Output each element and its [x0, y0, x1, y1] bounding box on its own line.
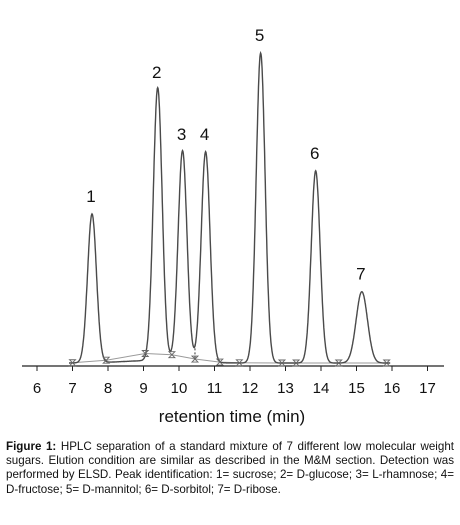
peak-label-2: 2: [152, 63, 161, 82]
integration-mark-3: [141, 350, 150, 357]
x-tick-label-17: 17: [419, 380, 436, 397]
integration-mark-7: [235, 359, 244, 367]
figure-caption: Figure 1: HPLC separation of a standard …: [6, 440, 454, 497]
x-tick-label-7: 7: [68, 380, 76, 397]
x-tick-label-9: 9: [139, 380, 147, 397]
x-tick-label-14: 14: [313, 380, 330, 397]
x-tick-label-16: 16: [384, 380, 401, 397]
integration-mark-1: [68, 359, 77, 367]
chromatogram-trace: [69, 50, 391, 364]
peak-label-7: 7: [356, 265, 365, 284]
x-tick-label-12: 12: [242, 380, 259, 397]
peak-label-3: 3: [177, 125, 186, 144]
peak-label-1: 1: [86, 187, 95, 206]
peak-labels: 1 2 3 4 5 6 7: [86, 26, 365, 284]
x-tick-label-15: 15: [348, 380, 365, 397]
x-tick-label-13: 13: [277, 380, 294, 397]
integration-mark-6: [215, 358, 224, 366]
integration-mark-4: [167, 351, 176, 359]
x-tick-label-11: 11: [207, 380, 223, 397]
integration-mark-9: [292, 359, 301, 367]
integration-mark-10: [334, 359, 343, 367]
integration-mark-5: [190, 355, 200, 363]
integration-mark-11: [382, 359, 391, 367]
peak-label-5: 5: [255, 26, 264, 45]
x-axis-label: retention time (min): [159, 407, 305, 426]
x-tick-label-8: 8: [104, 380, 112, 397]
x-axis-ticks: [36, 366, 428, 371]
peak-label-6: 6: [310, 144, 319, 163]
x-tick-label-6: 6: [33, 380, 41, 397]
peak-label-4: 4: [200, 125, 209, 144]
integration-mark-8: [277, 359, 287, 367]
x-tick-label-10: 10: [171, 380, 188, 397]
x-axis-tick-labels: 6 7 8 9 10 11 12 13 14 15 16 17: [33, 380, 436, 397]
integration-markers: [68, 350, 391, 367]
caption-text: HPLC separation of a standard mixture of…: [6, 440, 454, 496]
caption-label: Figure 1:: [6, 440, 57, 453]
integration-mark-2: [102, 356, 111, 364]
